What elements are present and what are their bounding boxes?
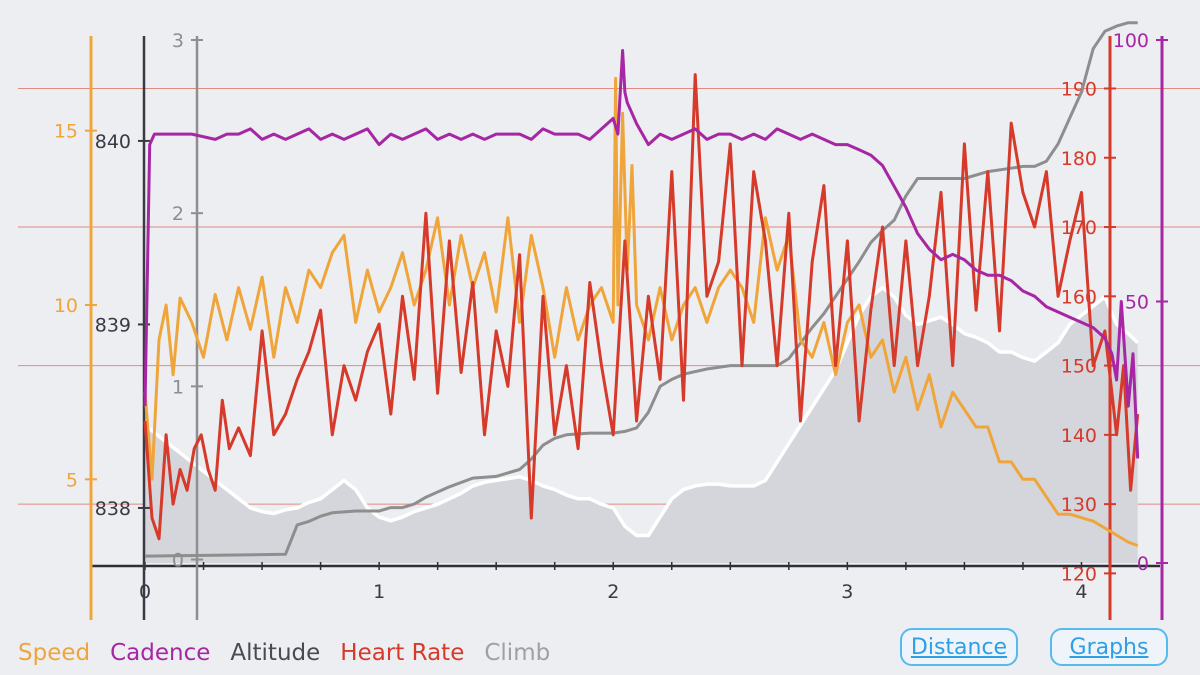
climb-tick-label-2: 2 xyxy=(172,203,184,225)
legend-altitude[interactable]: Altitude xyxy=(230,640,321,666)
heart_rate-tick-label-3: 150 xyxy=(1061,356,1097,378)
heart_rate-tick-label-2: 140 xyxy=(1061,425,1097,447)
altitude-line xyxy=(143,285,1139,538)
heart_rate-tick-label-6: 180 xyxy=(1061,148,1097,170)
x-tick-label-1: 1 xyxy=(373,581,385,603)
series-cadence xyxy=(143,49,1140,459)
cadence-tick-label-0: 0 xyxy=(1137,553,1149,575)
cadence-tick-label-1: 50 xyxy=(1125,292,1149,314)
graphs-button[interactable]: Graphs xyxy=(1050,628,1168,666)
heart_rate-tick-label-1: 130 xyxy=(1061,494,1097,516)
legend-climb[interactable]: Climb xyxy=(484,640,551,666)
speed-tick-label-1: 10 xyxy=(54,295,78,317)
series-heart-rate xyxy=(143,73,1140,541)
altitude-tick-label-0: 838 xyxy=(95,498,131,520)
altitude-tick-label-2: 840 xyxy=(95,131,131,153)
legend-speed[interactable]: Speed xyxy=(18,640,91,666)
series-climb xyxy=(144,21,1138,558)
altitude-tick-label-1: 839 xyxy=(95,314,131,336)
distance-button[interactable]: Distance xyxy=(900,628,1018,666)
cadence-tick-label-2: 100 xyxy=(1113,30,1149,52)
climb-tick-label-1: 1 xyxy=(172,376,184,398)
speed-tick-label-0: 5 xyxy=(66,469,78,491)
x-tick-label-3: 3 xyxy=(841,581,853,603)
speed-tick-label-2: 15 xyxy=(54,121,78,143)
series-speed xyxy=(143,76,1139,548)
legend-heart-rate[interactable]: Heart Rate xyxy=(340,640,465,666)
x-tick-label-2: 2 xyxy=(607,581,619,603)
legend-cadence[interactable]: Cadence xyxy=(110,640,211,666)
heart_rate-tick-label-7: 190 xyxy=(1061,78,1097,100)
heart_rate-tick-label-0: 120 xyxy=(1061,563,1097,585)
heart_rate-tick-label-5: 170 xyxy=(1061,217,1097,239)
x-tick-label-4: 4 xyxy=(1075,581,1087,603)
legend: Speed Cadence Altitude Heart Rate Climb xyxy=(18,640,550,666)
heart_rate-tick-label-4: 160 xyxy=(1061,286,1097,308)
altitude-area xyxy=(145,287,1138,563)
climb-tick-label-0: 0 xyxy=(172,550,184,572)
climb-tick-label-3: 3 xyxy=(172,30,184,52)
